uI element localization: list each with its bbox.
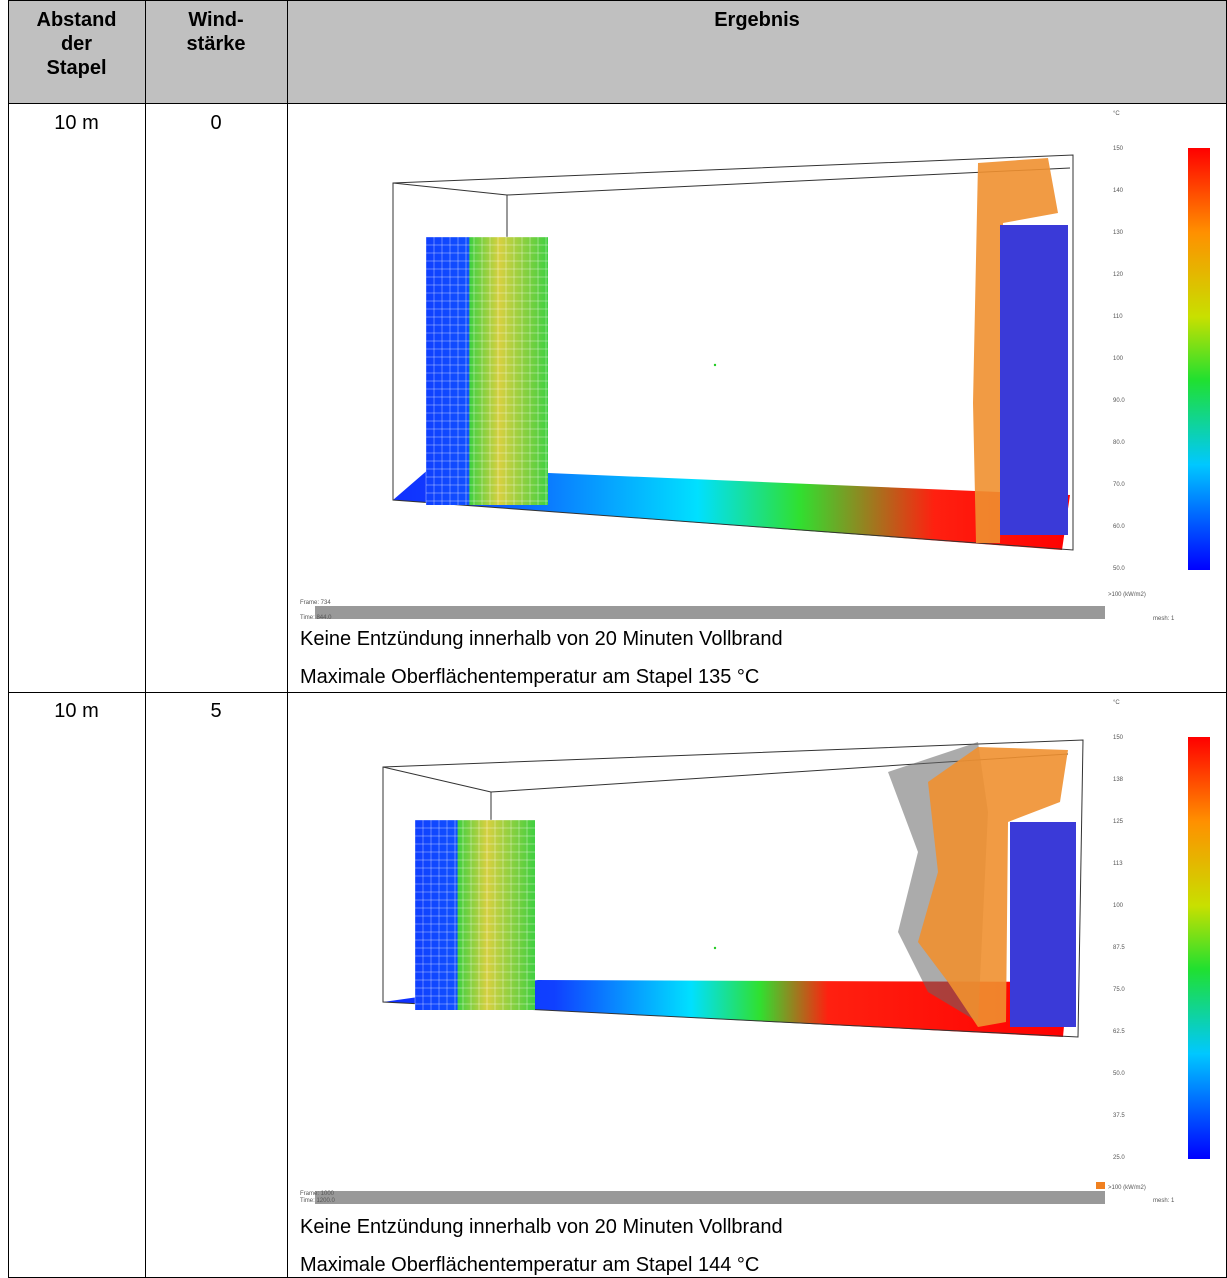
simulation-image: °C 150 140 130 120 110 100 90.0 80.0 70.0 60.0 50.0…	[300, 111, 1210, 622]
marker	[713, 363, 717, 367]
time-label: Time: 1200.0	[300, 1198, 335, 1204]
table-border	[287, 0, 288, 1278]
time-label: Time: 844.0	[300, 615, 332, 621]
floor	[383, 980, 1068, 1037]
distance-cell: 10 m	[54, 112, 99, 134]
scale-label: 62.5	[1113, 1029, 1125, 1035]
flame	[918, 747, 1068, 1027]
wind-cell: 0	[210, 112, 222, 134]
floor	[393, 468, 1070, 550]
header-cell: Wind- stärke	[145, 8, 287, 56]
scale-label: 110	[1113, 314, 1123, 320]
result-line: Keine Entzündung innerhalb von 20 Minute…	[300, 628, 783, 650]
scale-label: 60.0	[1113, 524, 1125, 530]
domain-edge	[392, 182, 508, 196]
wind-cell: 5	[210, 700, 222, 722]
scale-label: 70.0	[1113, 482, 1125, 488]
scale-label: 87.5	[1113, 945, 1125, 951]
flux-label: >100 (kW/m2)	[1108, 592, 1146, 598]
table-border	[8, 0, 9, 1278]
scale-label: 90.0	[1113, 398, 1125, 404]
scale-label: 150	[1113, 735, 1124, 741]
header-text: Stapel	[46, 57, 107, 79]
header-background	[8, 0, 1227, 103]
scale-label: 37.5	[1113, 1113, 1125, 1119]
time-bar	[315, 1191, 1105, 1204]
colorbar	[1188, 148, 1210, 570]
domain-outline	[382, 739, 1084, 1038]
scale-label: 25.0	[1113, 1155, 1125, 1161]
result-line: Keine Entzündung innerhalb von 20 Minute…	[300, 1216, 783, 1238]
scale-label: 120	[1113, 272, 1124, 278]
scale-label: 130	[1113, 230, 1124, 236]
flux-label: >100 (kW/m2)	[1108, 1185, 1146, 1191]
header-cell: Ergebnis	[287, 8, 1227, 32]
scale-label: 125	[1113, 819, 1124, 825]
flame	[973, 158, 1058, 543]
stack	[426, 237, 548, 505]
simulation-image: °C 150 138 125 113 100 87.5 75.0 62.5 50.0 37.5 25.…	[300, 700, 1210, 1204]
result-text: Keine Entzündung innerhalb von 20 Minute…	[300, 620, 783, 696]
scale-label: 100	[1113, 903, 1124, 909]
result-line: Maximale Oberflächentemperatur am Stapel…	[300, 666, 760, 688]
table-border	[8, 103, 1227, 104]
header-text: Abstand	[36, 9, 117, 31]
stack	[415, 820, 535, 1010]
distance-cell: 10 m	[54, 700, 99, 722]
header-cell: Abstand der Stapel	[8, 8, 145, 80]
header-text: stärke	[186, 33, 246, 55]
scale-label: 100	[1113, 356, 1124, 362]
marker	[713, 946, 717, 950]
mesh-label: mesh: 1	[1153, 616, 1175, 622]
domain-outline	[392, 154, 1074, 551]
unit-label: °C	[1113, 111, 1120, 117]
scale-label: 140	[1113, 188, 1124, 194]
frame-label: Frame: 734	[300, 600, 331, 606]
header-text: Ergebnis	[714, 9, 800, 31]
scale-label: 50.0	[1113, 1071, 1125, 1077]
mesh-label: mesh: 1	[1153, 1198, 1175, 1204]
time-bar	[315, 606, 1105, 619]
table-border	[145, 0, 146, 1278]
flux-swatch	[1096, 1182, 1105, 1189]
domain-edge	[382, 766, 492, 793]
table-border	[8, 0, 1227, 1]
scale-label: 150	[1113, 146, 1124, 152]
burning-stack	[1010, 822, 1076, 1027]
header-text: der	[60, 33, 93, 55]
domain-edge	[506, 167, 1071, 196]
scale-label: 75.0	[1113, 987, 1125, 993]
unit-label: °C	[1113, 700, 1120, 706]
burning-stack	[1000, 225, 1068, 535]
scale-label: 113	[1113, 861, 1123, 867]
scale-label: 138	[1113, 777, 1124, 783]
result-text: Keine Entzündung innerhalb von 20 Minute…	[300, 1208, 783, 1278]
scale-label: 50.0	[1113, 566, 1125, 572]
result-line: Maximale Oberflächentemperatur am Stapel…	[300, 1254, 760, 1276]
table-border	[8, 692, 1227, 693]
colorbar	[1188, 737, 1210, 1159]
scale-label: 80.0	[1113, 440, 1125, 446]
frame-label: Frame: 1000	[300, 1191, 335, 1197]
header-text: Wind-	[188, 9, 244, 31]
